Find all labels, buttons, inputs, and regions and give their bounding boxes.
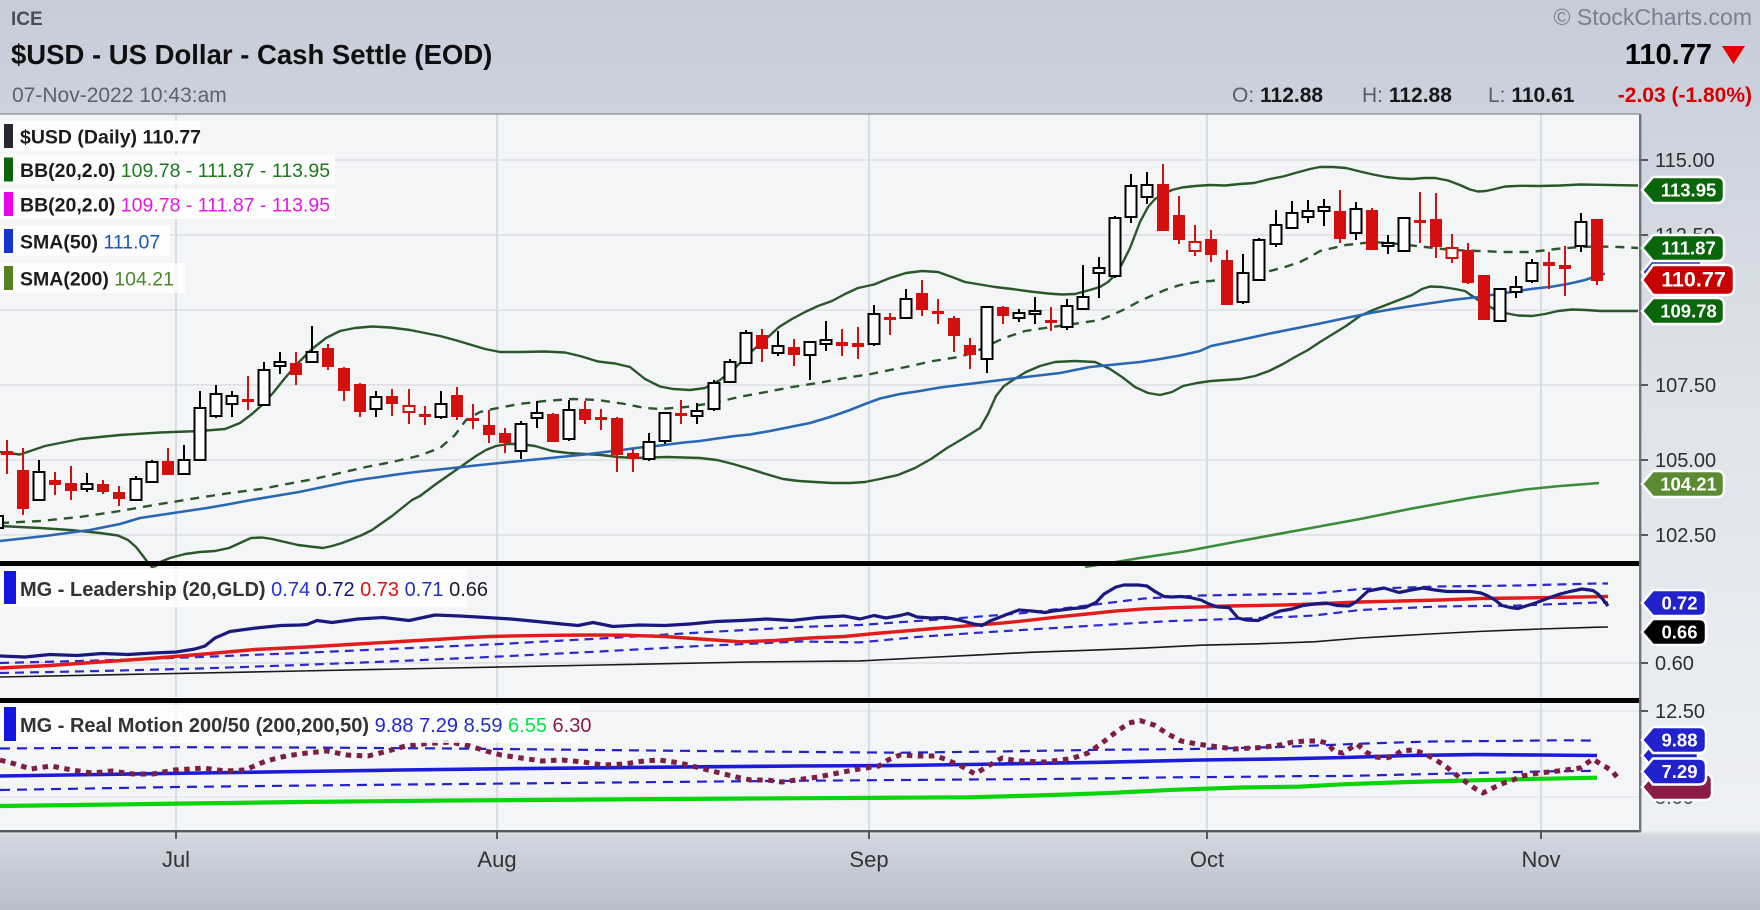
svg-text:102.50: 102.50 <box>1655 525 1716 547</box>
svg-text:0.60: 0.60 <box>1655 653 1694 675</box>
svg-text:Aug: Aug <box>477 847 516 872</box>
svg-text:SMA(200) 104.21: SMA(200) 104.21 <box>20 269 174 291</box>
svg-text:7.29: 7.29 <box>1661 761 1697 782</box>
svg-text:110.77: 110.77 <box>1625 39 1712 71</box>
svg-text:111.87: 111.87 <box>1661 238 1716 259</box>
svg-text:L: 110.61: L: 110.61 <box>1488 84 1575 107</box>
svg-text:BB(20,2.0) 109.78 - 111.87 - 1: BB(20,2.0) 109.78 - 111.87 - 113.95 <box>20 160 330 182</box>
svg-text:MG - Real Motion 200/50 (200,2: MG - Real Motion 200/50 (200,200,50) 9.8… <box>20 715 591 737</box>
svg-text:115.00: 115.00 <box>1655 150 1715 172</box>
svg-text:104.21: 104.21 <box>1660 474 1717 495</box>
svg-text:BB(20,2.0) 109.78 - 111.87 - 1: BB(20,2.0) 109.78 - 111.87 - 113.95 <box>20 195 330 217</box>
svg-text:9.88: 9.88 <box>1661 730 1697 751</box>
svg-text:110.77: 110.77 <box>1661 268 1726 292</box>
svg-text:SMA(50) 111.07: SMA(50) 111.07 <box>20 232 160 254</box>
svg-text:MG - Leadership (20,GLD) 0.74: MG - Leadership (20,GLD) 0.74 0.72 0.73 … <box>20 579 488 601</box>
svg-text:Oct: Oct <box>1190 847 1224 872</box>
svg-text:12.50: 12.50 <box>1655 701 1705 723</box>
svg-text:Sep: Sep <box>849 847 888 872</box>
svg-text:$USD (Daily) 110.77: $USD (Daily) 110.77 <box>20 127 201 149</box>
svg-text:© StockCharts.com: © StockCharts.com <box>1554 4 1752 30</box>
svg-text:-2.03 (-1.80%): -2.03 (-1.80%) <box>1618 84 1752 107</box>
svg-text:$USD - US Dollar - Cash Settle: $USD - US Dollar - Cash Settle (EOD) <box>11 39 492 70</box>
svg-text:105.00: 105.00 <box>1655 450 1716 472</box>
svg-text:Nov: Nov <box>1521 847 1560 872</box>
svg-text:109.78: 109.78 <box>1660 301 1717 322</box>
svg-text:0.66: 0.66 <box>1661 622 1697 643</box>
svg-text:Jul: Jul <box>162 847 190 872</box>
svg-text:ICE: ICE <box>11 9 43 30</box>
svg-text:H: 112.88: H: 112.88 <box>1362 84 1452 107</box>
svg-text:0.72: 0.72 <box>1661 593 1697 614</box>
svg-text:107.50: 107.50 <box>1655 375 1716 397</box>
svg-text:07-Nov-2022 10:43:am: 07-Nov-2022 10:43:am <box>12 84 227 107</box>
svg-text:O: 112.88: O: 112.88 <box>1232 84 1323 107</box>
svg-text:113.95: 113.95 <box>1661 180 1717 201</box>
